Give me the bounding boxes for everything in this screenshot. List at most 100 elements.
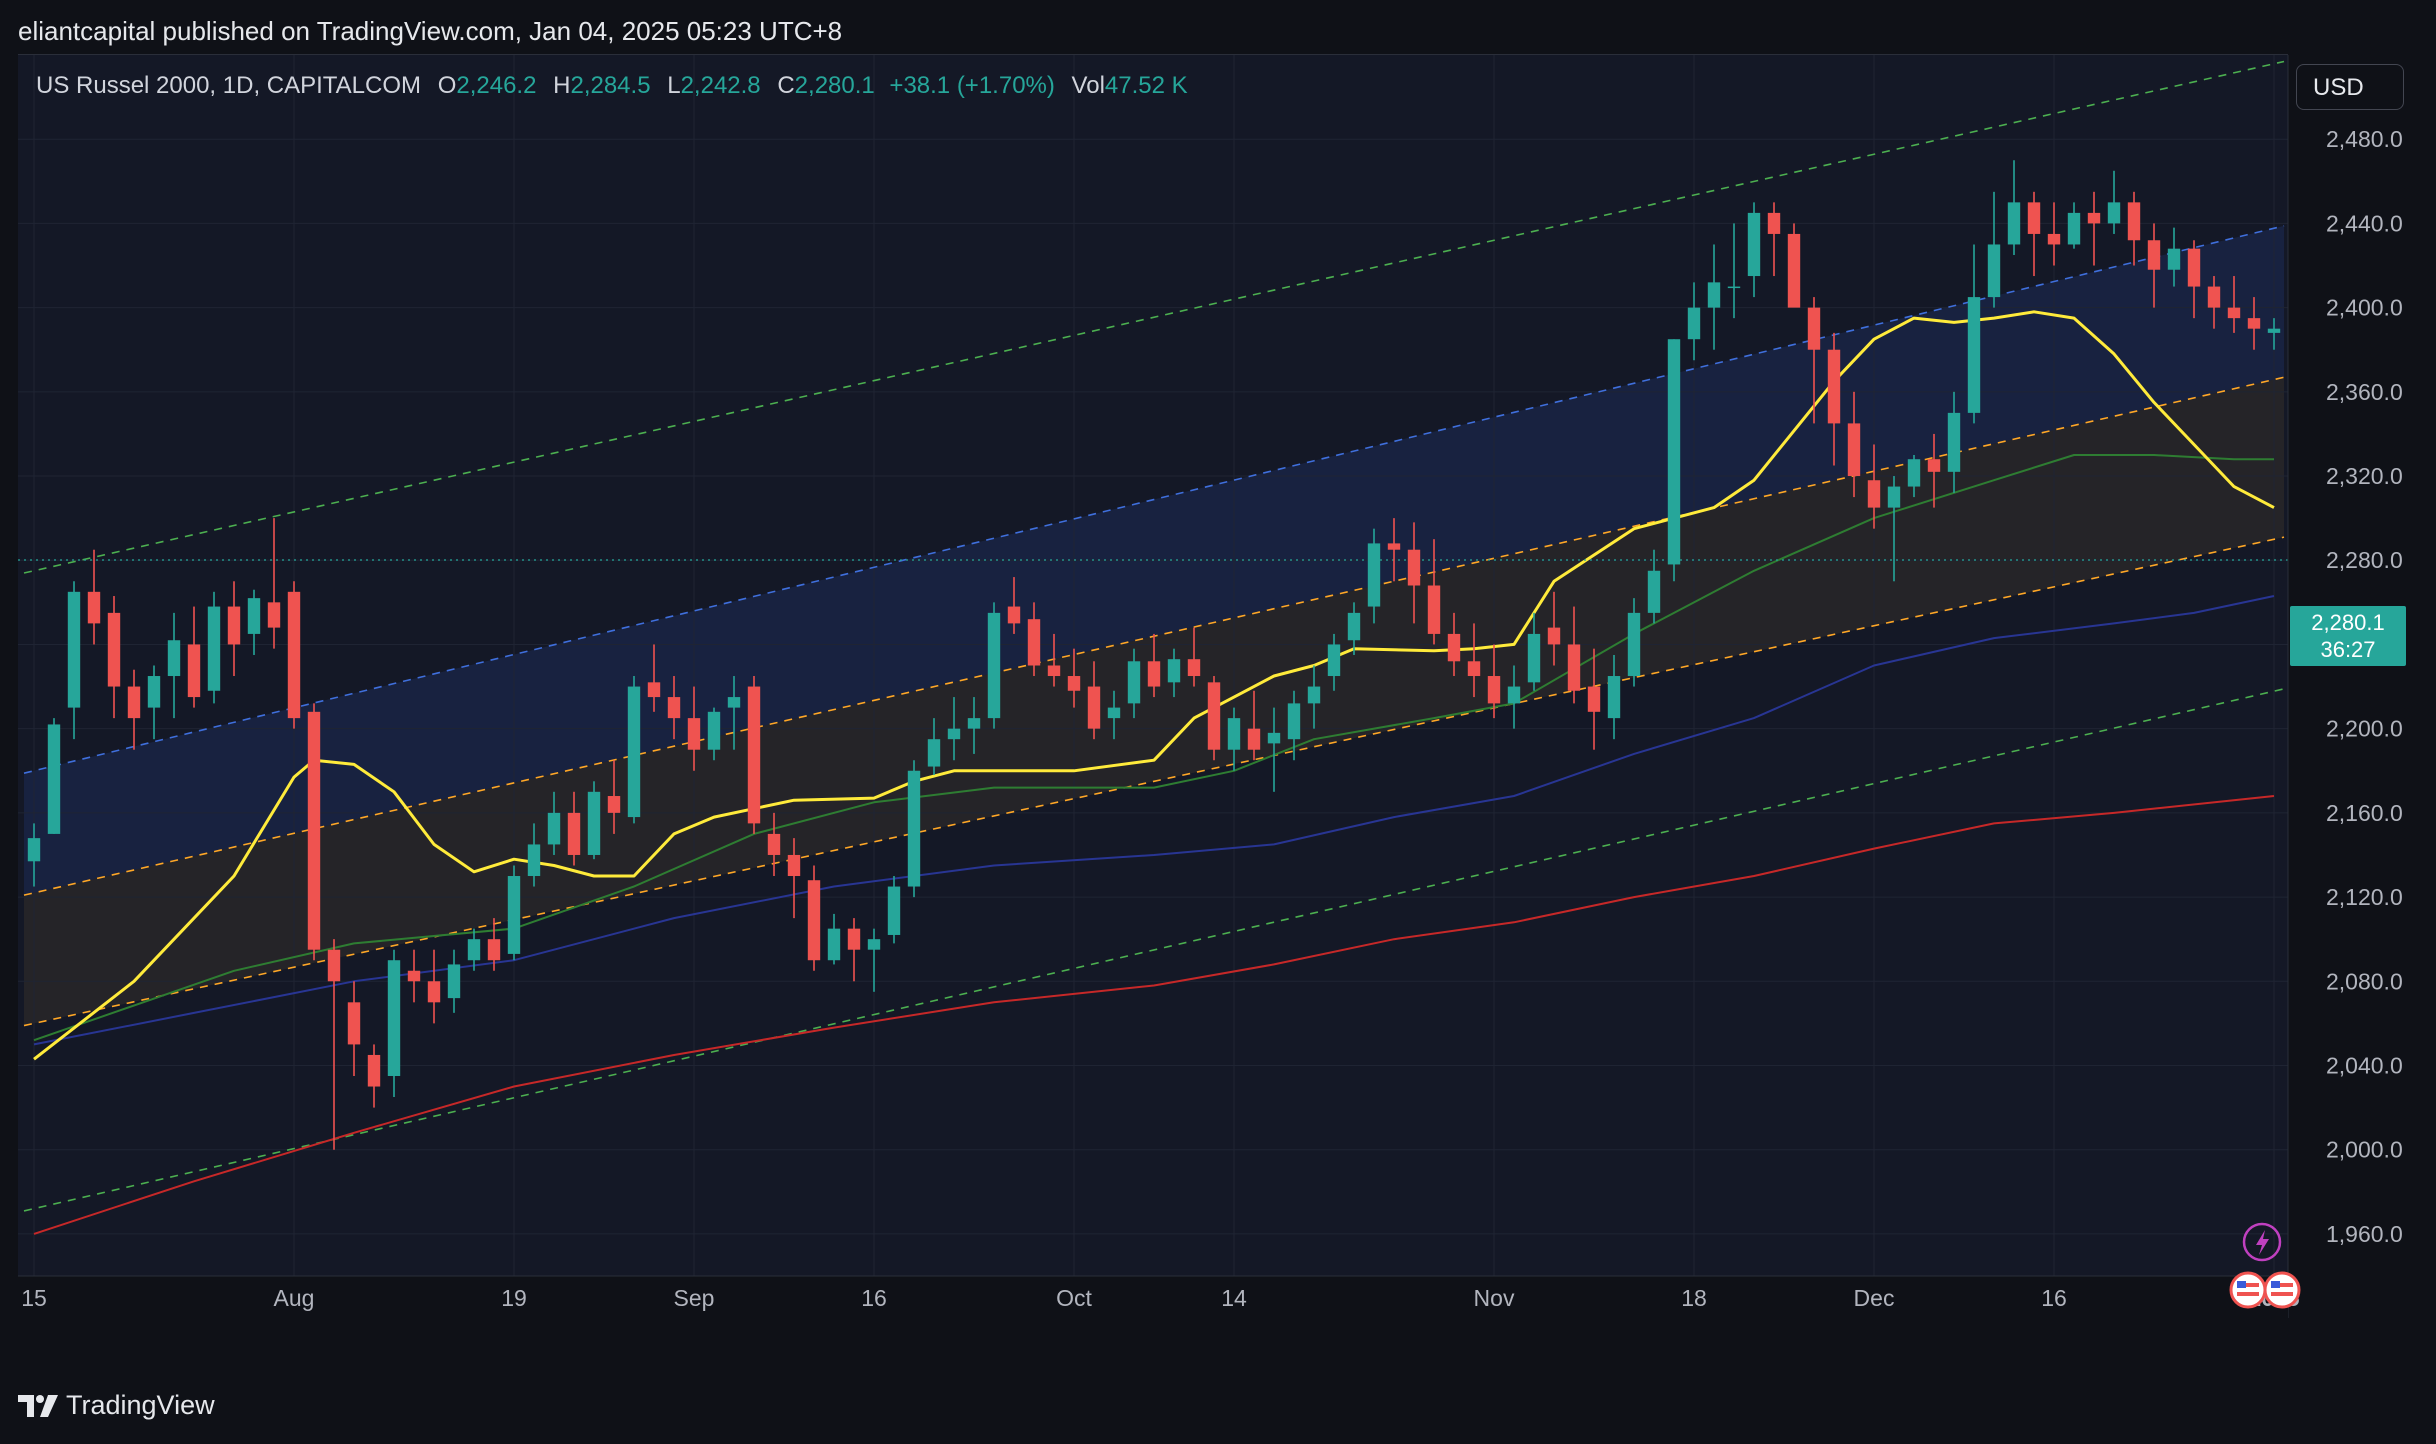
candle[interactable] <box>288 581 300 728</box>
candle-body <box>1868 480 1880 507</box>
candle[interactable] <box>2088 192 2100 266</box>
candle[interactable] <box>1688 282 1700 360</box>
candle[interactable] <box>128 670 140 750</box>
candle[interactable] <box>188 607 200 708</box>
candle-body <box>1928 459 1940 472</box>
candle-body <box>228 607 240 645</box>
x-tick-label: 16 <box>861 1285 887 1311</box>
publisher-line: eliantcapital published on TradingView.c… <box>18 16 842 47</box>
candle-body <box>1988 244 2000 297</box>
y-tick-label: 2,320.0 <box>2326 463 2403 489</box>
candle-body <box>1068 676 1080 691</box>
us-flag-canton <box>2271 1281 2280 1288</box>
candle[interactable] <box>388 950 400 1097</box>
candle[interactable] <box>808 865 820 970</box>
candle[interactable] <box>508 865 520 960</box>
volume-label: Vol <box>1072 72 1105 99</box>
us-flag-event-icon[interactable] <box>2265 1273 2299 1307</box>
candle[interactable] <box>88 550 100 645</box>
candle-body <box>1268 733 1280 744</box>
candle-body <box>1888 487 1900 508</box>
candle-body <box>2028 202 2040 234</box>
candle-body <box>48 724 60 833</box>
candle-body <box>1848 423 1860 476</box>
candle[interactable] <box>228 581 240 676</box>
candle-body <box>108 613 120 687</box>
candle[interactable] <box>988 602 1000 728</box>
candle-body <box>948 729 960 740</box>
candle-body <box>88 592 100 624</box>
candle[interactable] <box>2048 202 2060 265</box>
candle-body <box>1528 634 1540 682</box>
candle[interactable] <box>168 613 180 718</box>
candle[interactable] <box>1668 339 1680 581</box>
us-flag-event-icon[interactable] <box>2231 1273 2265 1307</box>
candle-body <box>708 712 720 750</box>
close-label: C <box>777 72 794 99</box>
x-tick-label: Sep <box>674 1285 715 1311</box>
candle-body <box>28 838 40 861</box>
candle[interactable] <box>2108 171 2120 234</box>
candle[interactable] <box>748 676 760 834</box>
candle-body <box>1468 661 1480 676</box>
candle-body <box>1428 586 1440 634</box>
y-tick-label: 2,400.0 <box>2326 295 2403 321</box>
candle[interactable] <box>68 581 80 739</box>
candle[interactable] <box>628 676 640 823</box>
candle[interactable] <box>1728 223 1740 318</box>
candle-body <box>248 598 260 634</box>
candle[interactable] <box>48 718 60 834</box>
candle-body <box>628 687 640 818</box>
candle[interactable] <box>1968 244 1980 423</box>
candle-body <box>328 950 340 982</box>
candle-body <box>1088 687 1100 729</box>
candle-body <box>1668 339 1680 564</box>
tradingview-logo[interactable]: TradingView <box>18 1390 215 1421</box>
candle[interactable] <box>268 518 280 649</box>
y-tick-label: 2,120.0 <box>2326 884 2403 910</box>
candle[interactable] <box>1708 244 1720 349</box>
candle[interactable] <box>1208 676 1220 760</box>
price-chart[interactable]: 1,960.0 2,000.0 2,040.0 2,080.0 2,120.0 2,160… <box>18 55 2436 1318</box>
x-tick-label: Dec <box>1854 1285 1895 1311</box>
candle[interactable] <box>2008 160 2020 255</box>
candle-body <box>2268 329 2280 333</box>
candle[interactable] <box>248 590 260 655</box>
candle[interactable] <box>1988 192 2000 308</box>
candle-body <box>268 602 280 627</box>
footer-brand: TradingView <box>66 1390 215 1421</box>
candle[interactable] <box>2068 202 2080 248</box>
candle[interactable] <box>308 703 320 960</box>
ohlc-legend: US Russel 2000, 1D, CAPITALCOM O2,246.2 … <box>36 72 1188 100</box>
symbol-label[interactable]: US Russel 2000, 1D, CAPITALCOM <box>36 72 421 99</box>
bar-countdown: 36:27 <box>2290 636 2406 663</box>
candle-body <box>988 613 1000 718</box>
candle[interactable] <box>1768 202 1780 276</box>
candle[interactable] <box>1748 202 1760 297</box>
candle[interactable] <box>2128 192 2140 266</box>
time-axis[interactable] <box>18 1276 2288 1318</box>
candle[interactable] <box>2028 192 2040 276</box>
candle-body <box>1548 628 1560 645</box>
candle[interactable] <box>908 760 920 897</box>
candle-body <box>1488 676 1500 703</box>
us-flag-stripe <box>2237 1292 2259 1296</box>
candle-body <box>1508 687 1520 704</box>
candle[interactable] <box>588 781 600 859</box>
candle[interactable] <box>208 592 220 704</box>
candle-body <box>928 739 940 766</box>
candle-body <box>1288 703 1300 739</box>
x-tick-label: Aug <box>274 1285 315 1311</box>
candle-body <box>1748 213 1760 276</box>
candle-body <box>668 697 680 718</box>
chart-area[interactable]: 1,960.0 2,000.0 2,040.0 2,080.0 2,120.0 2,160… <box>18 54 2288 1318</box>
price-axis[interactable] <box>2288 55 2436 1318</box>
candle[interactable] <box>1788 223 1800 307</box>
candle-body <box>1708 282 1720 307</box>
currency-button[interactable]: USD <box>2296 64 2404 110</box>
candle-body <box>1628 613 1640 676</box>
candle-body <box>1368 543 1380 606</box>
candle-body <box>588 792 600 855</box>
candle[interactable] <box>108 596 120 718</box>
candle[interactable] <box>148 666 160 740</box>
